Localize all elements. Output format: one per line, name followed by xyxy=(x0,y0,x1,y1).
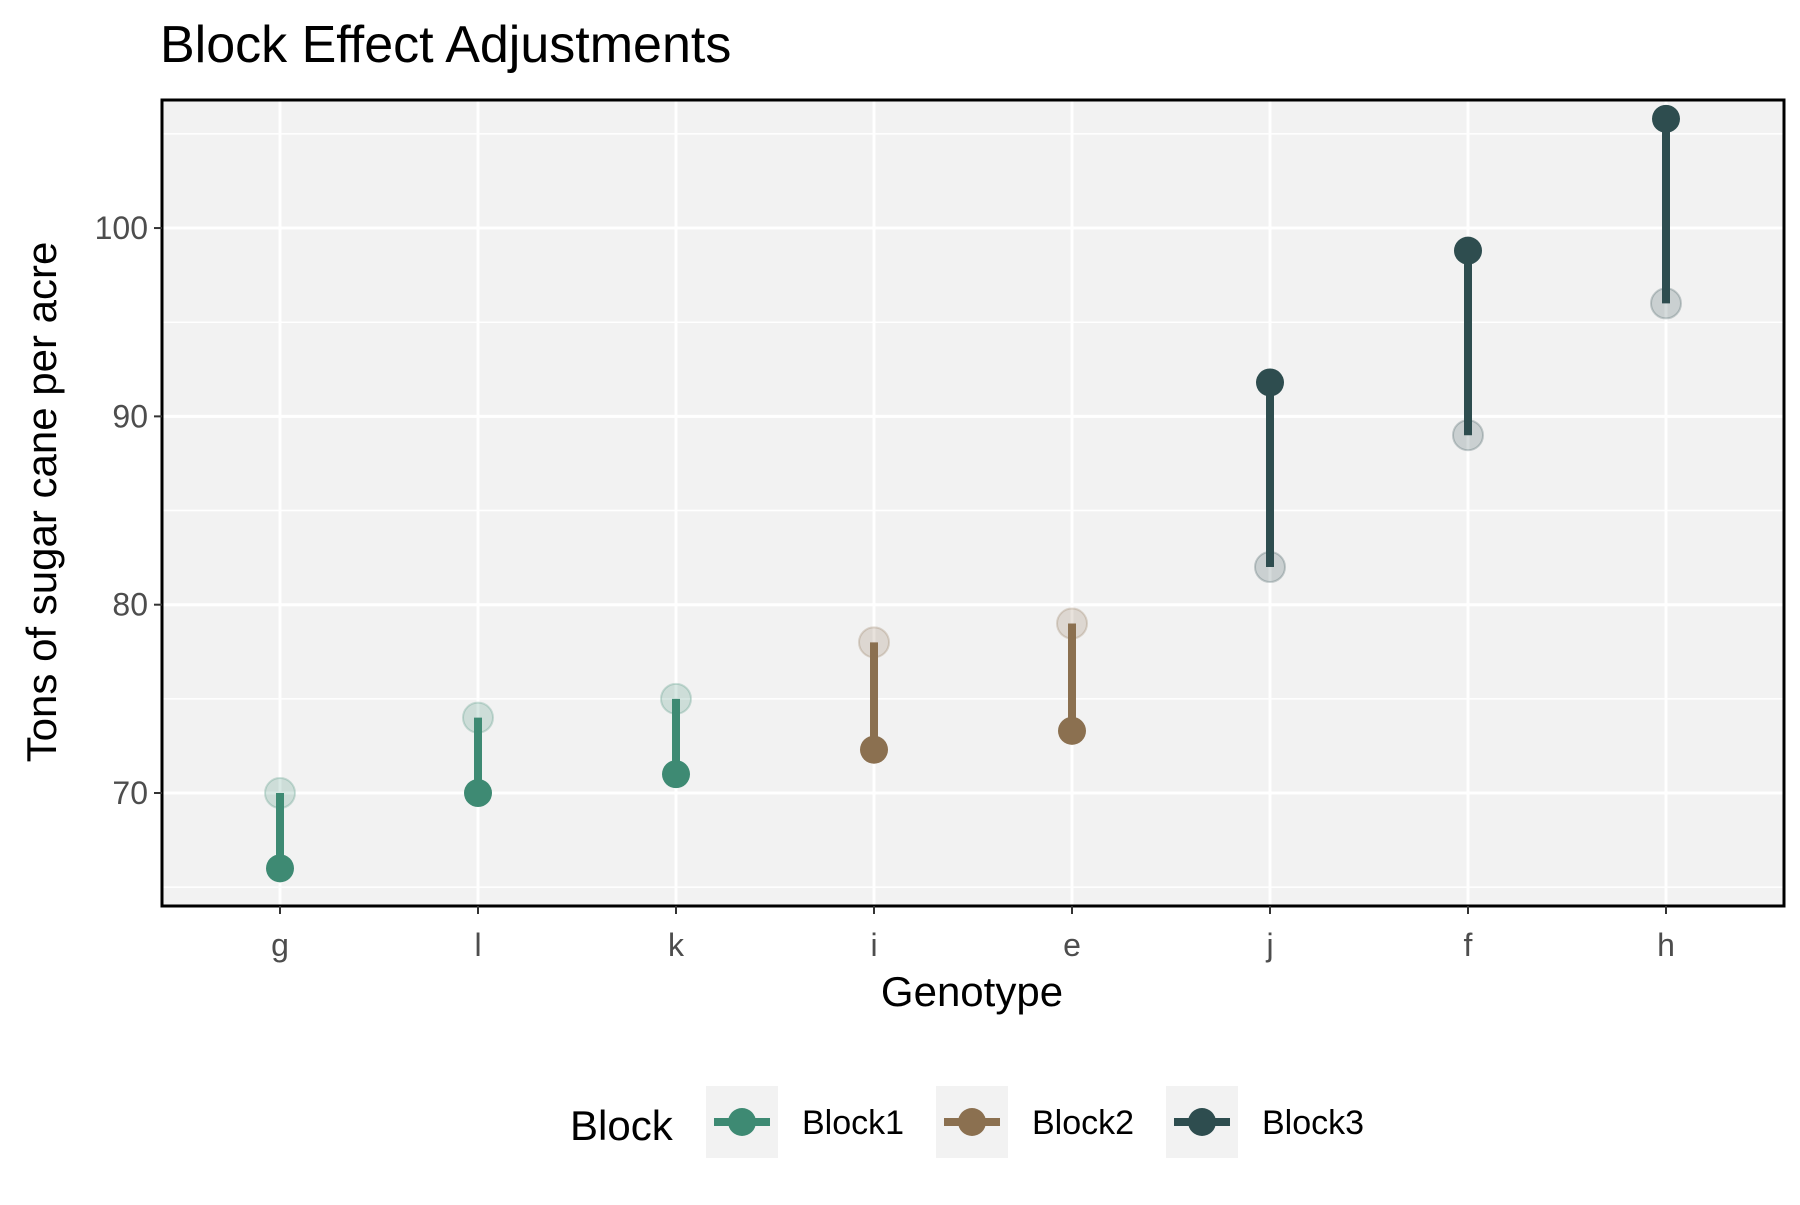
x-tick-label: l xyxy=(474,927,481,963)
adjusted-point xyxy=(1454,236,1482,265)
series-block1 xyxy=(264,682,692,883)
legend-label: Block3 xyxy=(1262,1104,1364,1142)
legend-entry-block3: Block3 xyxy=(1166,1086,1364,1158)
legend-title: Block xyxy=(570,1102,674,1149)
x-tick-label: j xyxy=(1265,927,1273,963)
adjusted-point xyxy=(266,854,294,883)
x-tick-label: i xyxy=(870,927,877,963)
adjusted-point xyxy=(464,779,492,808)
legend-key-point xyxy=(1188,1108,1216,1136)
x-tick-label: g xyxy=(271,927,289,963)
y-tick-label: 100 xyxy=(95,210,148,246)
axes: 70 80 90 100 g l k i e j f h xyxy=(95,98,1786,963)
legend: Block Block1 Block2 Block3 xyxy=(570,1086,1364,1158)
data-marks xyxy=(264,104,1682,883)
legend-entry-block1: Block1 xyxy=(706,1086,904,1158)
series-block2 xyxy=(858,607,1088,764)
legend-label: Block2 xyxy=(1032,1104,1134,1142)
y-axis-title: Tons of sugar cane per acre xyxy=(18,242,65,763)
plot-panel xyxy=(162,100,1784,906)
y-tick-label: 70 xyxy=(112,775,148,811)
y-tick-label: 80 xyxy=(112,587,148,623)
adjusted-point xyxy=(662,760,690,789)
adjusted-point xyxy=(1256,368,1284,397)
adjusted-point xyxy=(1058,716,1086,745)
panel-border xyxy=(160,98,1786,908)
y-tick-label: 90 xyxy=(112,398,148,434)
x-tick-label: h xyxy=(1657,927,1675,963)
x-tick-label: f xyxy=(1464,927,1473,963)
gridlines xyxy=(162,100,1784,906)
x-axis-title: Genotype xyxy=(881,968,1063,1015)
series-block3 xyxy=(1254,104,1682,584)
chart-title: Block Effect Adjustments xyxy=(160,16,731,74)
x-tick-label: e xyxy=(1063,927,1081,963)
adjusted-point xyxy=(860,735,888,764)
legend-label: Block1 xyxy=(802,1104,904,1142)
legend-key-point xyxy=(728,1108,756,1136)
legend-key-point xyxy=(958,1108,986,1136)
panel-background xyxy=(162,100,1784,906)
adjusted-point xyxy=(1652,104,1680,133)
x-tick-label: k xyxy=(668,927,685,963)
legend-entry-block2: Block2 xyxy=(936,1086,1134,1158)
